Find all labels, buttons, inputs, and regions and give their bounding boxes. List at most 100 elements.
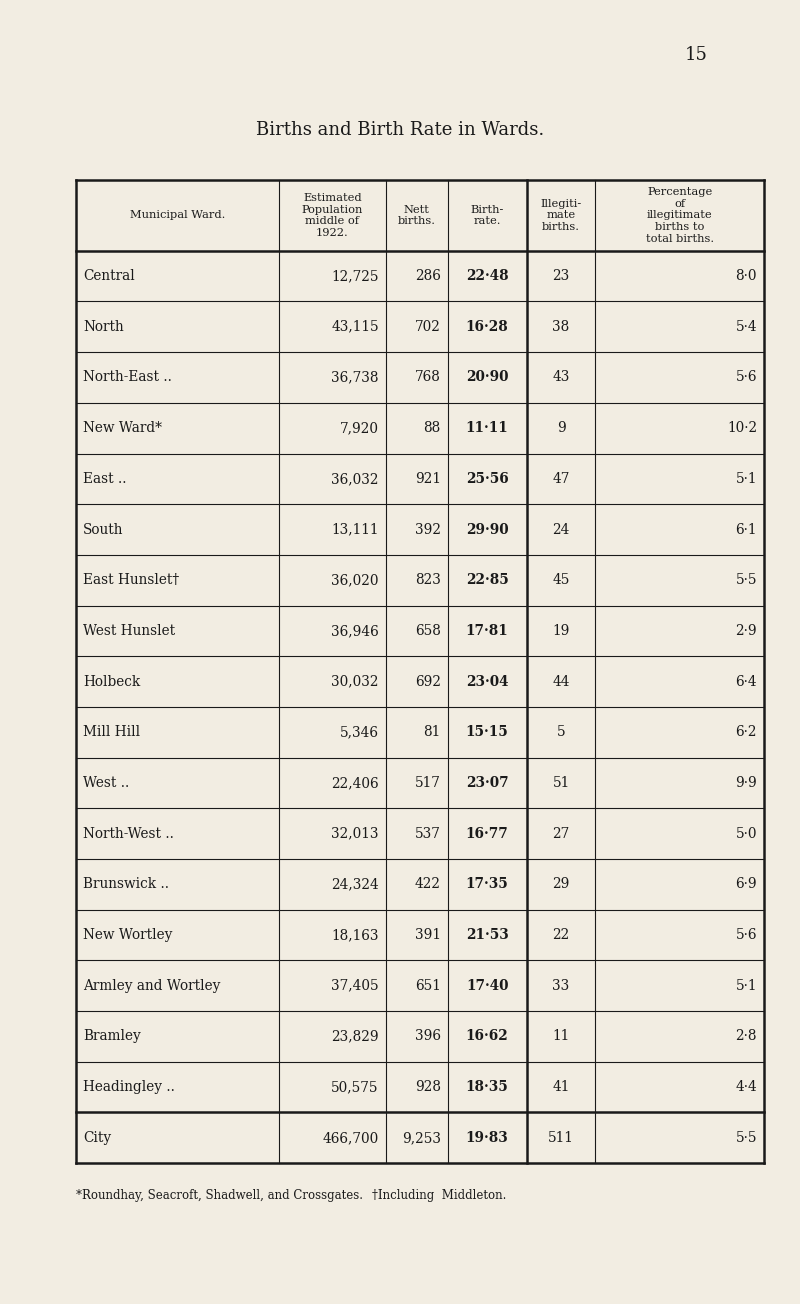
Text: New Ward*: New Ward* [83, 421, 162, 436]
Text: North: North [83, 319, 124, 334]
Text: 5·1: 5·1 [736, 472, 757, 486]
Text: 45: 45 [552, 574, 570, 587]
Text: Headingley ..: Headingley .. [83, 1080, 174, 1094]
Text: 23: 23 [553, 269, 570, 283]
Text: 15·15: 15·15 [466, 725, 509, 739]
Text: 391: 391 [414, 928, 441, 941]
Text: Birth-
rate.: Birth- rate. [470, 205, 504, 226]
Text: †Including  Middleton.: †Including Middleton. [372, 1189, 506, 1202]
Text: 2·8: 2·8 [736, 1029, 757, 1043]
Text: 17·35: 17·35 [466, 878, 509, 892]
Text: 2·9: 2·9 [735, 623, 757, 638]
Text: 8·0: 8·0 [736, 269, 757, 283]
Text: 466,700: 466,700 [322, 1131, 378, 1145]
Text: 38: 38 [553, 319, 570, 334]
Text: 24,324: 24,324 [331, 878, 378, 892]
Text: 5·0: 5·0 [736, 827, 757, 841]
Text: 5: 5 [557, 725, 566, 739]
Text: 9: 9 [557, 421, 566, 436]
Text: 11·11: 11·11 [466, 421, 509, 436]
Text: 36,032: 36,032 [331, 472, 378, 486]
Text: 658: 658 [414, 623, 441, 638]
Text: 5·4: 5·4 [735, 319, 757, 334]
Text: Brunswick ..: Brunswick .. [83, 878, 169, 892]
Text: 25·56: 25·56 [466, 472, 509, 486]
Text: 9·9: 9·9 [735, 776, 757, 790]
Text: 16·28: 16·28 [466, 319, 509, 334]
Text: 36,020: 36,020 [331, 574, 378, 587]
Text: Central: Central [83, 269, 134, 283]
Text: *Roundhay, Seacroft, Shadwell, and Crossgates.: *Roundhay, Seacroft, Shadwell, and Cross… [76, 1189, 363, 1202]
Text: 18·35: 18·35 [466, 1080, 509, 1094]
Text: 17·81: 17·81 [466, 623, 509, 638]
Text: 23·04: 23·04 [466, 674, 508, 689]
Text: 5·5: 5·5 [736, 574, 757, 587]
Text: 5·5: 5·5 [736, 1131, 757, 1145]
Text: North-West ..: North-West .. [83, 827, 174, 841]
Text: 19: 19 [552, 623, 570, 638]
Text: 921: 921 [414, 472, 441, 486]
Text: 50,575: 50,575 [331, 1080, 378, 1094]
Text: West ..: West .. [83, 776, 129, 790]
Text: 692: 692 [414, 674, 441, 689]
Text: 13,111: 13,111 [331, 523, 378, 536]
Text: 6·2: 6·2 [736, 725, 757, 739]
Text: Bramley: Bramley [83, 1029, 141, 1043]
Text: New Wortley: New Wortley [83, 928, 172, 941]
Text: 47: 47 [552, 472, 570, 486]
Text: 33: 33 [553, 979, 570, 992]
Text: 37,405: 37,405 [331, 979, 378, 992]
Text: 17·40: 17·40 [466, 979, 508, 992]
Text: 928: 928 [414, 1080, 441, 1094]
Text: 5·6: 5·6 [736, 370, 757, 385]
Text: 27: 27 [553, 827, 570, 841]
Text: 4·4: 4·4 [735, 1080, 757, 1094]
Text: 29·90: 29·90 [466, 523, 508, 536]
Text: 651: 651 [414, 979, 441, 992]
Text: 23,829: 23,829 [331, 1029, 378, 1043]
Text: 22,406: 22,406 [331, 776, 378, 790]
Text: 23·07: 23·07 [466, 776, 508, 790]
Text: 20·90: 20·90 [466, 370, 508, 385]
Text: 392: 392 [414, 523, 441, 536]
Text: 22·85: 22·85 [466, 574, 509, 587]
Text: 10·2: 10·2 [727, 421, 757, 436]
Text: City: City [83, 1131, 111, 1145]
Text: 88: 88 [423, 421, 441, 436]
Text: 6·1: 6·1 [736, 523, 757, 536]
Text: South: South [83, 523, 123, 536]
Text: 43: 43 [552, 370, 570, 385]
Text: 30,032: 30,032 [331, 674, 378, 689]
Text: 768: 768 [414, 370, 441, 385]
Text: 286: 286 [414, 269, 441, 283]
Text: North-East ..: North-East .. [83, 370, 172, 385]
Text: 6·4: 6·4 [735, 674, 757, 689]
Text: 5·6: 5·6 [736, 928, 757, 941]
Text: Estimated
Population
middle of
1922.: Estimated Population middle of 1922. [302, 193, 363, 237]
Text: West Hunslet: West Hunslet [83, 623, 175, 638]
Text: Holbeck: Holbeck [83, 674, 140, 689]
Text: 7,920: 7,920 [340, 421, 378, 436]
Text: 422: 422 [414, 878, 441, 892]
Text: Armley and Wortley: Armley and Wortley [83, 979, 220, 992]
Text: 22·48: 22·48 [466, 269, 508, 283]
Text: 16·62: 16·62 [466, 1029, 509, 1043]
Text: 29: 29 [552, 878, 570, 892]
Text: 22: 22 [553, 928, 570, 941]
Text: Percentage
of
illegitimate
births to
total births.: Percentage of illegitimate births to tot… [646, 188, 714, 244]
Text: East ..: East .. [83, 472, 126, 486]
Text: 19·83: 19·83 [466, 1131, 509, 1145]
Text: 11: 11 [553, 1029, 570, 1043]
Text: 16·77: 16·77 [466, 827, 509, 841]
Text: 24: 24 [552, 523, 570, 536]
Text: Mill Hill: Mill Hill [83, 725, 140, 739]
Text: Births and Birth Rate in Wards.: Births and Birth Rate in Wards. [256, 121, 544, 140]
Text: 81: 81 [423, 725, 441, 739]
Text: 9,253: 9,253 [402, 1131, 441, 1145]
Text: 702: 702 [414, 319, 441, 334]
Text: 41: 41 [552, 1080, 570, 1094]
Text: East Hunslet†: East Hunslet† [83, 574, 179, 587]
Text: 537: 537 [414, 827, 441, 841]
Text: 21·53: 21·53 [466, 928, 509, 941]
Text: 511: 511 [548, 1131, 574, 1145]
